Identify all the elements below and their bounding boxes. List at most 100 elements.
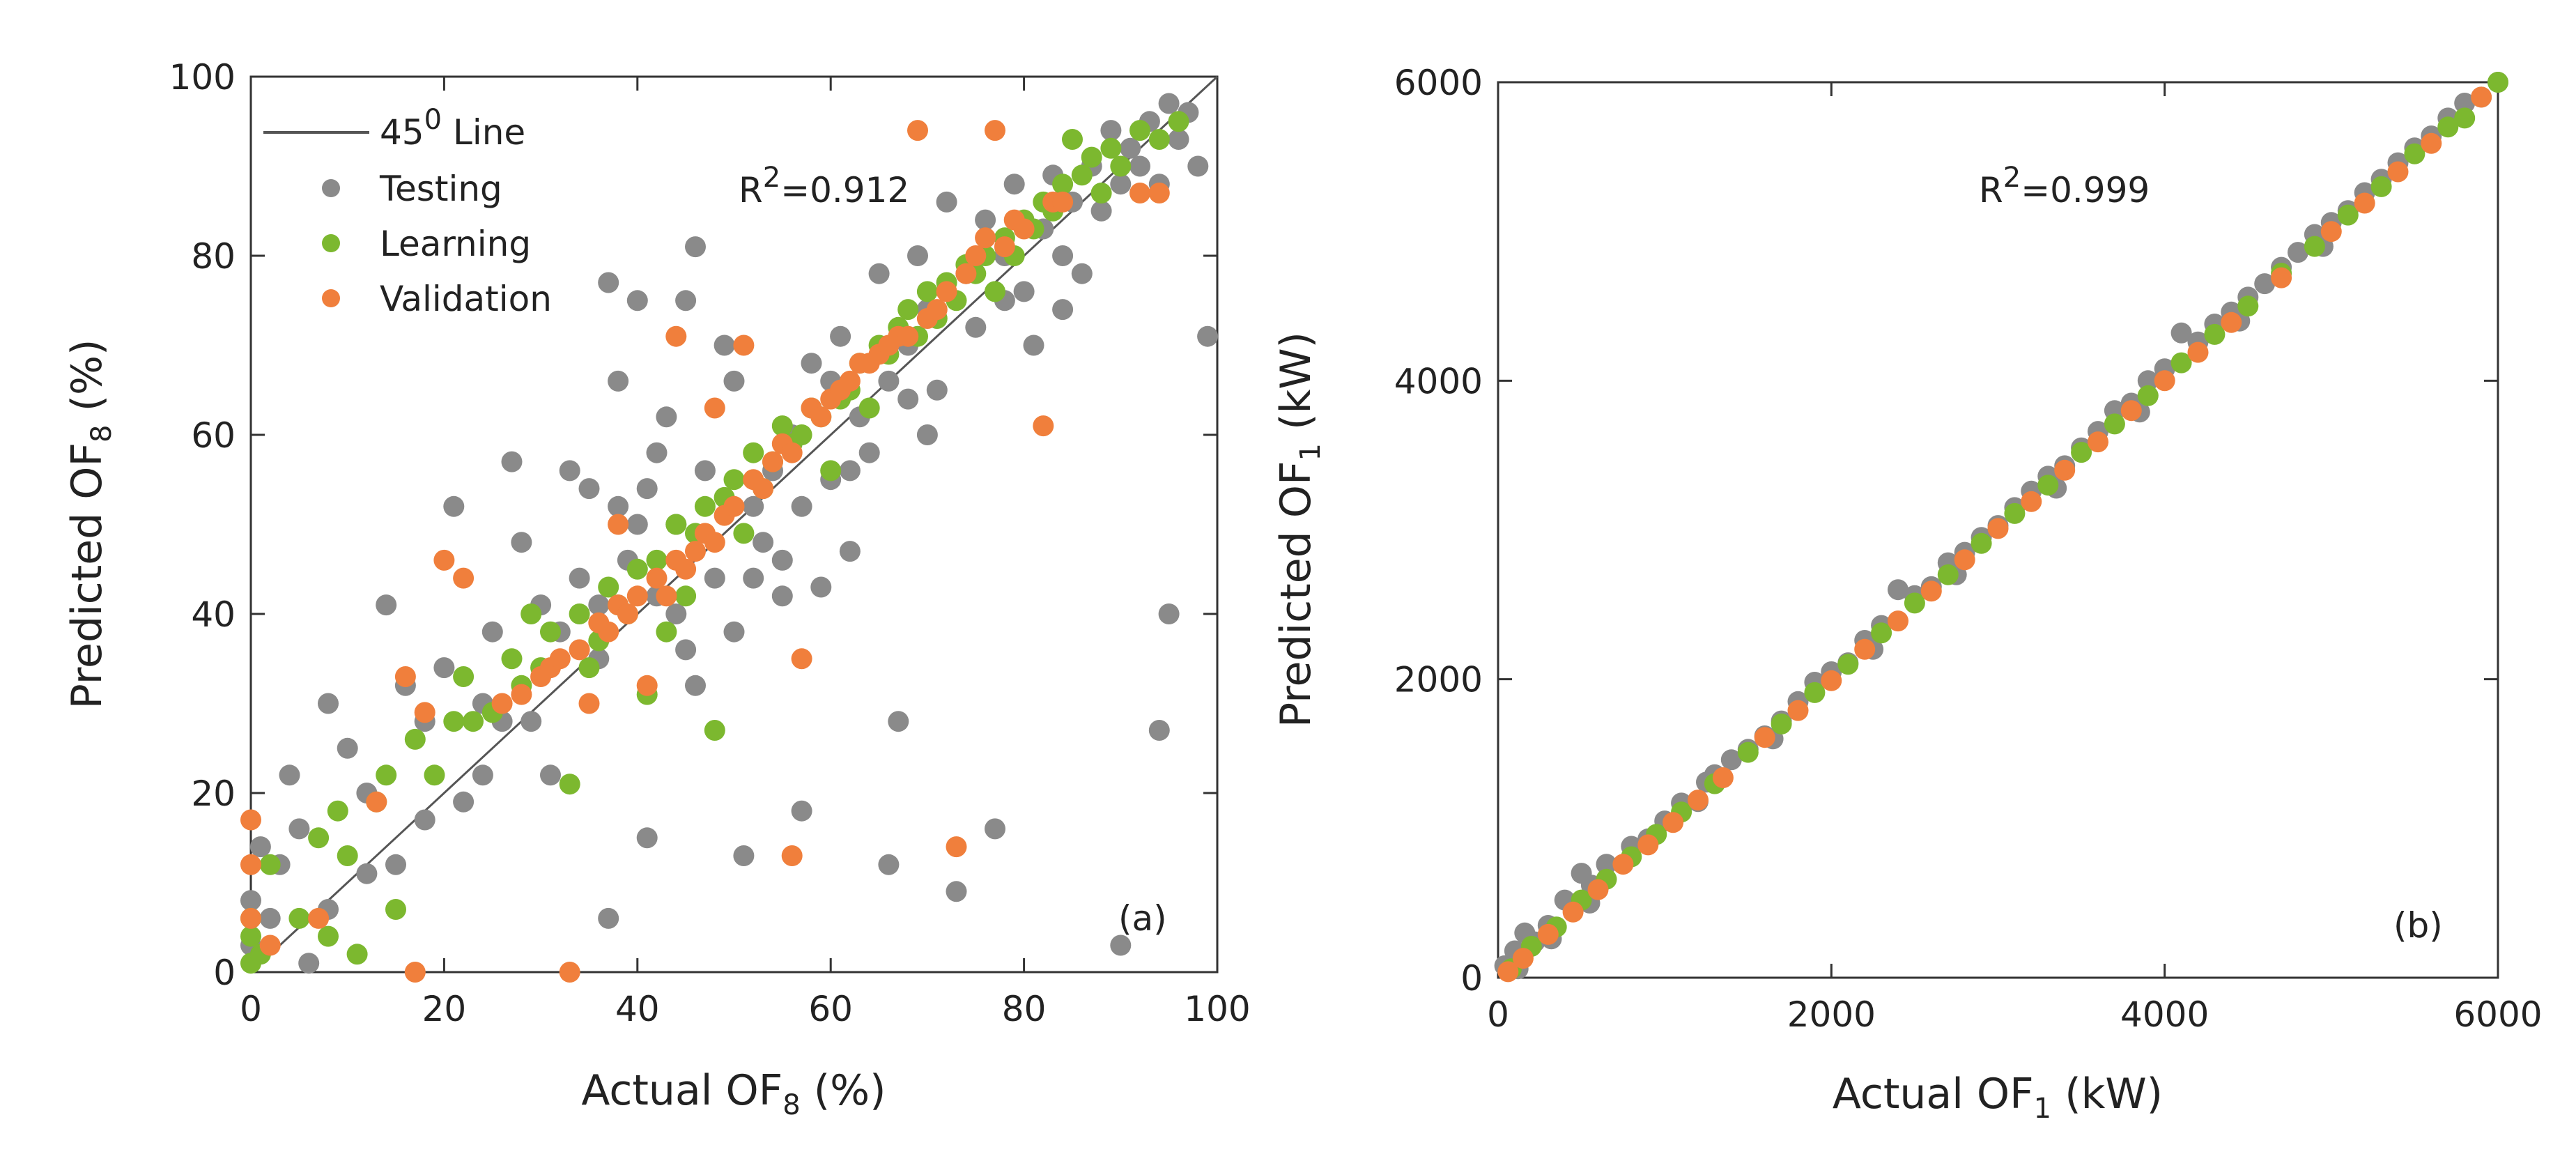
panel-a-testing-point [685,236,706,258]
panel-a-validation-point [994,236,1015,258]
panel-b-learning-point [2454,107,2476,129]
panel-a-x-tick-label: 60 [808,989,853,1029]
panel-a-learning-point [1090,183,1112,203]
panel-a-learning-point [540,621,561,643]
panel-b-x-tick-label: 6000 [2453,994,2542,1035]
panel-a-validation-point [839,370,861,392]
panel-b-validation-point [2320,221,2342,243]
panel-a-45-degree-line [249,75,1219,974]
panel-b-points [1494,72,2508,983]
panel-a-chart: 0 20 40 60 80 100 0 20 40 60 80 100 450 Line Testin… [63,57,1251,1121]
panel-a-testing-point [714,334,735,356]
panel-a-learning-point [656,621,677,643]
panel-a-validation-point [240,854,261,875]
panel-a-testing-point [520,711,542,732]
panel-b-learning-point [1804,682,1826,703]
panel-a-validation-point [240,809,261,831]
panel-a-testing-point [675,639,697,661]
panel-a-validation-point [975,227,996,249]
panel-a-testing-point [965,316,987,338]
panel-a-validation-point [491,693,513,714]
panel-a-learning-point [404,728,426,750]
panel-a-validation-point [704,532,725,553]
panel-a-learning-point [443,711,465,732]
panel-a-learning-point [559,774,580,795]
panel-a-validation-point [762,451,783,472]
panel-b-learning-point [2237,295,2259,317]
panel-a-testing-point [279,764,300,786]
panel-a-testing-point [501,451,523,472]
panel-b-learning-point [2488,72,2508,93]
panel-a-testing-point [791,800,812,822]
panel-a-validation-point [433,549,455,571]
panel-a-validation-point [675,558,697,580]
panel-b-validation-point [1497,961,1519,983]
panel-b-learning-point [2071,442,2092,463]
panel-a-validation-point [617,603,638,624]
panel-a-validation-point [723,495,745,517]
panel-a-validation-point [1013,218,1035,240]
panel-b-x-tick-label: 4000 [2120,994,2209,1035]
panel-a-testing-point [608,370,629,392]
panel-a-learning-point [985,281,1005,302]
panel-a-learning-point [463,711,484,732]
panel-b-testing-point [2170,322,2192,344]
legend-validation-label: Validation [380,279,552,319]
panel-b-validation-point [2471,86,2492,108]
panel-a-testing-point [830,325,851,347]
panel-a-learning-point [308,827,330,849]
panel-a-y-tick-label: 20 [191,774,236,814]
panel-b-testing-point [1720,749,1742,771]
panel-a-testing-point [685,675,706,696]
panel-b-validation-point [1854,638,1876,660]
panel-a-testing-point [356,863,378,884]
panel-a-validation-point [985,120,1005,141]
panel-b-learning-point [2304,236,2325,257]
panel-b-validation-point [2387,161,2409,183]
panel-a-testing-point [646,442,668,463]
panel-b-validation-point [2221,311,2242,333]
panel-b-learning-point [2137,385,2159,406]
panel-b-y-tick-label: 6000 [1394,63,1483,103]
panel-a-testing-point [878,370,900,392]
panel-b-validation-point [1888,610,1908,632]
panel-a-validation-point [1033,415,1054,437]
panel-a-learning-point [704,720,725,741]
panel-a-testing-point [858,442,880,463]
panel-b-learning-point [1904,592,1925,614]
panel-a-validation-point [1129,183,1150,203]
panel-a-validation-point [414,702,435,723]
panel-b-validation-point [1787,700,1809,721]
panel-a-learning-point [453,666,475,687]
panel-b-y-tick-label: 0 [1460,958,1483,999]
panel-a-learning-point [791,424,812,445]
panel-a-learning-point [1100,137,1122,159]
panel-a-validation-point [394,666,416,687]
panel-a-validation-point [453,567,475,589]
panel-a-testing-point [743,567,764,589]
panel-a-y-tick-label: 80 [191,236,236,277]
panel-b-validation-point [1688,790,1709,811]
panel-a-validation-point [733,334,755,356]
panel-b-learning-point [2104,413,2125,435]
panel-a-testing-point [240,890,261,911]
panel-a-testing-point [801,353,822,374]
panel-a-legend: 450 Line Testing Learning Validation [263,104,552,319]
panel-a-testing-point [926,379,948,401]
panel-a-validation-point [897,325,919,347]
panel-a-label: (a) [1118,898,1167,939]
panel-a-validation-point [926,299,948,321]
panel-b-x-axis-title: Actual OF1 (kW) [1833,1070,2163,1125]
panel-a-testing-point [636,478,658,500]
panel-b-x-tick-label: 2000 [1787,994,1876,1035]
panel-a-y-tick-label: 0 [213,953,236,993]
panel-a-testing-point [453,791,475,813]
panel-a-learning-point [376,764,397,786]
panel-a-testing-point [897,388,919,410]
panel-a-learning-point [598,576,619,598]
panel-a-testing-point [626,290,648,311]
panel-a-testing-point [414,809,435,831]
panel-a-validation-point [404,962,426,983]
